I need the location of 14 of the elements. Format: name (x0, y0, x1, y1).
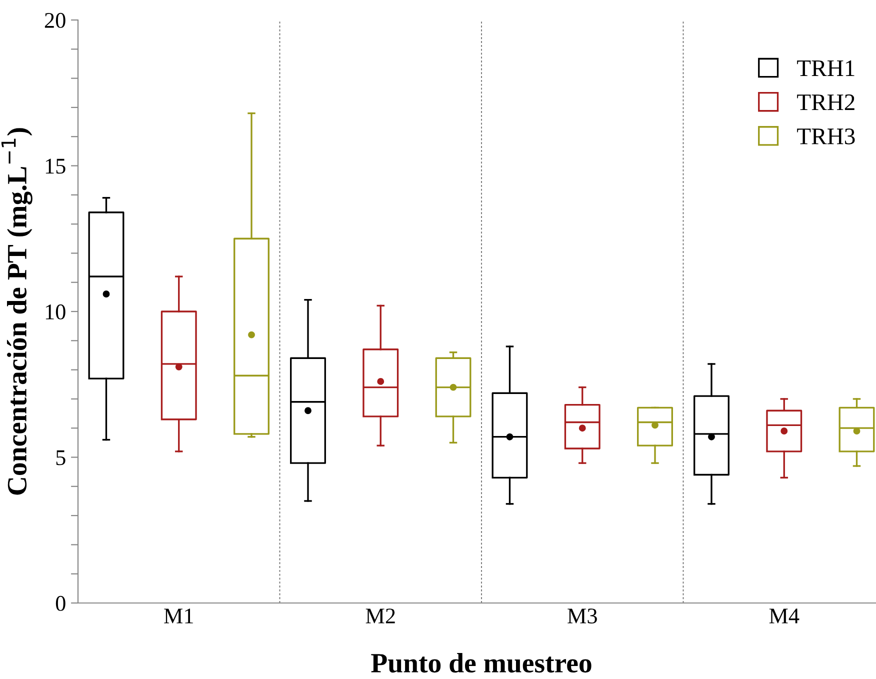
x-tick-label: M2 (366, 608, 395, 624)
y-tick-label: 20 (44, 12, 66, 28)
x-tick-label: M3 (568, 608, 597, 624)
y-tick-label: 5 (56, 450, 66, 466)
x-tick-label: M4 (769, 608, 800, 624)
x-axis-title: Punto de muestreo (371, 653, 592, 673)
legend-label: TRH2 (797, 94, 854, 110)
y-tick-label: 15 (46, 158, 66, 174)
legend-label: TRH1 (797, 60, 854, 76)
x-tick-label: M1 (164, 608, 193, 624)
y-tick-label: 10 (46, 304, 66, 320)
y-tick-label: 0 (56, 596, 66, 611)
legend-label: TRH3 (797, 128, 855, 144)
y-axis-title: Concentración de PT (mg.L$^{−1}$) (1, 128, 32, 495)
